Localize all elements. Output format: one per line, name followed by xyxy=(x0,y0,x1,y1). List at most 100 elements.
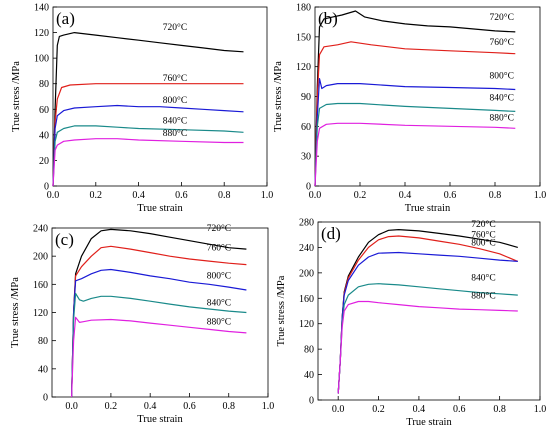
series-line xyxy=(52,83,244,187)
y-tick-label: 120 xyxy=(33,308,48,319)
x-tick-label: 0.8 xyxy=(489,190,502,201)
x-tick-label: 0.6 xyxy=(183,401,196,412)
plot-frame xyxy=(317,221,541,401)
series-label: 720°C xyxy=(163,22,187,33)
x-tick-label: 1.0 xyxy=(261,190,274,201)
series-label: 800°C xyxy=(207,271,231,282)
x-tick-label: 0.8 xyxy=(493,404,506,415)
y-tick-label: 80 xyxy=(39,79,49,90)
y-tick-label: 280 xyxy=(299,218,314,229)
series-label: 720°C xyxy=(207,223,231,234)
y-tick-label: 20 xyxy=(39,156,49,167)
series-label: 840°C xyxy=(163,115,187,126)
series-line xyxy=(71,268,247,398)
y-tick-label: 120 xyxy=(299,319,314,330)
series-line xyxy=(314,122,516,187)
series-line xyxy=(337,300,518,394)
chart-panel: 0.0 0.2 0.4 0.6 0.8 1.0 0 20 40 60 80 100 120 140 True… xyxy=(11,3,273,215)
x-tick-label: 0.0 xyxy=(65,401,78,412)
series-line xyxy=(337,251,518,394)
x-tick-label: 0.8 xyxy=(222,401,235,412)
series-line xyxy=(71,245,247,398)
series-line xyxy=(52,125,244,187)
series-label: 840°C xyxy=(207,297,231,308)
y-tick-label: 80 xyxy=(38,336,48,347)
chart-panel: 0.0 0.2 0.4 0.6 0.8 1.0 0 30 60 90 120 150 180 True s… xyxy=(273,3,546,215)
series-line xyxy=(314,102,516,187)
x-tick-label: 0.4 xyxy=(132,190,145,201)
y-tick-label: 0 xyxy=(43,393,48,404)
y-tick-label: 240 xyxy=(33,224,48,235)
y-tick-label: 0 xyxy=(309,396,314,407)
y-tick-label: 100 xyxy=(34,54,49,65)
panel-label: (c) xyxy=(55,230,74,249)
y-tick-label: 30 xyxy=(301,152,311,163)
plot-frame xyxy=(52,6,268,187)
series-line xyxy=(314,77,516,187)
y-axis-title: True stress /MPa xyxy=(11,61,22,132)
y-tick-label: 60 xyxy=(301,122,311,133)
y-axis-title: True stress /MPa xyxy=(10,277,21,348)
y-tick-label: 0 xyxy=(44,182,49,193)
x-tick-label: 1.0 xyxy=(262,401,275,412)
series-line xyxy=(71,292,247,398)
x-axis-title: True strain xyxy=(137,203,183,214)
x-tick-label: 0.0 xyxy=(47,190,60,201)
series-line xyxy=(52,138,244,187)
series-label: 720°C xyxy=(471,219,495,230)
chart-panel: 0.0 0.2 0.4 0.6 0.8 1.0 0 40 80 120 160 200 240 True … xyxy=(10,223,274,425)
y-tick-label: 120 xyxy=(34,28,49,39)
y-axis-title: True stress /MPa xyxy=(276,275,287,346)
series-label: 760°C xyxy=(163,73,187,84)
panel-label: (a) xyxy=(56,9,75,28)
y-tick-label: 120 xyxy=(296,62,311,73)
y-tick-label: 180 xyxy=(296,3,311,14)
y-tick-label: 200 xyxy=(33,252,48,263)
y-axis-title: True stress /MPa xyxy=(273,61,284,132)
y-tick-label: 40 xyxy=(39,130,49,141)
x-tick-label: 0.8 xyxy=(218,190,231,201)
x-tick-label: 0.2 xyxy=(372,404,385,415)
y-tick-label: 80 xyxy=(304,345,314,356)
series-line xyxy=(71,228,247,398)
series-line xyxy=(314,41,516,187)
series-label: 880°C xyxy=(471,290,495,301)
series-line xyxy=(71,316,247,398)
series-label: 800°C xyxy=(490,71,514,82)
series-label: 760°C xyxy=(490,37,514,48)
series-label: 840°C xyxy=(490,92,514,103)
series-label: 800°C xyxy=(163,95,187,106)
series-label: 880°C xyxy=(163,128,187,139)
series-label: 840°C xyxy=(471,272,495,283)
y-tick-label: 40 xyxy=(38,364,48,375)
y-tick-label: 200 xyxy=(299,268,314,279)
series-line xyxy=(314,10,516,187)
x-tick-label: 0.6 xyxy=(175,190,188,201)
y-tick-label: 150 xyxy=(296,32,311,43)
x-tick-label: 0.2 xyxy=(90,190,103,201)
x-tick-label: 0.4 xyxy=(399,190,412,201)
series-label: 720°C xyxy=(490,12,514,23)
x-axis-title: True strain xyxy=(137,414,183,425)
x-tick-label: 0.0 xyxy=(332,404,345,415)
chart-panel: 0.0 0.2 0.4 0.6 0.8 1.0 0 40 80 120 160 200 240 280 Tr… xyxy=(276,218,546,428)
x-tick-label: 0.2 xyxy=(354,190,367,201)
series-label: 800°C xyxy=(471,238,495,249)
series-label: 880°C xyxy=(207,316,231,327)
x-tick-label: 0.0 xyxy=(309,190,322,201)
y-tick-label: 0 xyxy=(306,182,311,193)
series-label: 760°C xyxy=(207,243,231,254)
panel-label: (d) xyxy=(321,224,341,243)
series-label: 880°C xyxy=(490,112,514,123)
series-label: 760°C xyxy=(471,229,495,240)
y-tick-label: 40 xyxy=(304,370,314,381)
y-tick-label: 240 xyxy=(299,243,314,254)
x-tick-label: 0.6 xyxy=(444,190,457,201)
plot-frame xyxy=(51,227,269,398)
x-tick-label: 0.2 xyxy=(105,401,118,412)
y-tick-label: 160 xyxy=(33,280,48,291)
x-tick-label: 0.6 xyxy=(453,404,466,415)
y-tick-label: 60 xyxy=(39,105,49,116)
y-tick-label: 90 xyxy=(301,92,311,103)
x-tick-label: 1.0 xyxy=(534,190,547,201)
